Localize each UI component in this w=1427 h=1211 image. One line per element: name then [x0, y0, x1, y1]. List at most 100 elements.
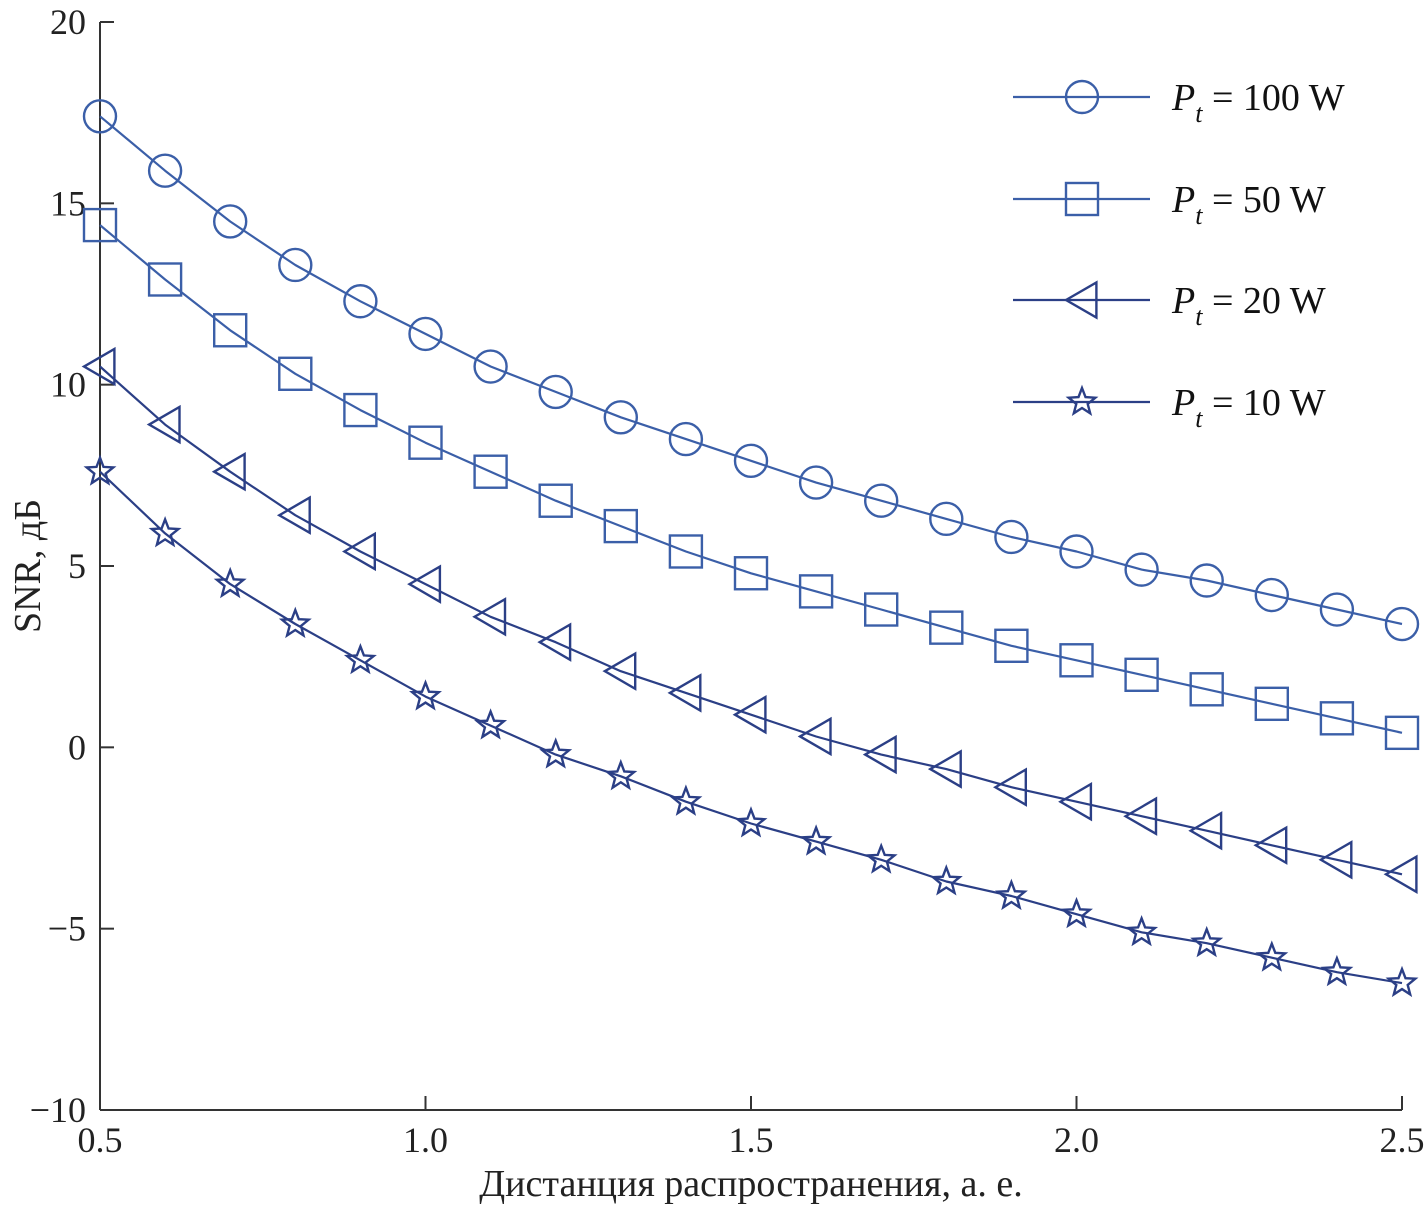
square-marker	[212, 313, 248, 348]
y-tick-label: 20	[50, 2, 86, 42]
legend-label: Pt = 50 W	[1171, 179, 1326, 230]
legend-symbol: P	[1171, 179, 1195, 221]
legend-symbol: P	[1171, 77, 1195, 119]
star-marker	[474, 708, 508, 740]
star-marker	[343, 642, 377, 675]
triangle-left-marker	[407, 564, 442, 604]
y-tick-label: 5	[68, 546, 86, 586]
triangle-left-marker	[927, 749, 962, 789]
y-tick-label: 10	[50, 365, 86, 405]
star-marker	[213, 566, 247, 599]
circle-marker	[668, 421, 704, 457]
star-marker	[1060, 896, 1093, 929]
circle-marker	[408, 316, 443, 352]
circle-marker	[1384, 606, 1420, 642]
star-marker	[539, 737, 573, 769]
triangle-left-marker	[602, 651, 637, 691]
circle-marker	[864, 483, 899, 518]
legend-symbol: P	[1171, 280, 1195, 322]
square-marker	[1064, 181, 1100, 217]
series-4	[83, 454, 1419, 998]
circle-marker	[1059, 534, 1094, 569]
circle-marker	[1254, 577, 1290, 613]
square-marker	[603, 508, 638, 544]
legend-entry-3: Pt = 20 W	[1013, 280, 1326, 331]
square-marker	[278, 356, 313, 391]
axes: −10 −5 0 5 10 15 20 0.5 1.0 1.5 2.0 2.5	[30, 2, 1425, 1160]
legend-entry-4: Pt = 10 W	[1013, 382, 1326, 433]
y-tick-label: 15	[50, 183, 86, 223]
series-2	[82, 207, 1420, 751]
square-marker	[473, 454, 508, 489]
legend-value: = 100 W	[1202, 77, 1344, 119]
legend-subscript: t	[1195, 404, 1203, 433]
circle-marker	[147, 153, 183, 188]
star-marker	[864, 842, 898, 874]
square-marker	[994, 628, 1029, 663]
series-line	[99, 365, 1403, 876]
legend-entry-2: Pt = 50 W	[1013, 179, 1326, 230]
square-marker	[864, 592, 899, 627]
series-line	[99, 470, 1403, 985]
circle-marker	[1319, 592, 1355, 627]
triangle-left-marker	[862, 734, 897, 775]
y-tick-label: −10	[30, 1090, 86, 1130]
star-marker	[994, 878, 1028, 911]
star-marker	[799, 824, 833, 856]
triangle-left-marker	[1253, 825, 1288, 865]
circle-marker	[1124, 552, 1159, 587]
star-marker	[1065, 384, 1099, 416]
circle-marker	[278, 247, 313, 283]
circle-marker	[733, 443, 769, 479]
square-marker	[733, 556, 769, 591]
square-marker	[1059, 643, 1094, 678]
triangle-left-marker	[1188, 811, 1223, 851]
circle-marker	[929, 501, 964, 537]
square-marker	[538, 483, 573, 518]
x-axis-title: Дистанция распространения, а. е.	[479, 1163, 1022, 1205]
star-marker	[1255, 940, 1289, 972]
series-3	[81, 346, 1418, 894]
triangle-left-marker	[1123, 796, 1158, 836]
star-marker	[409, 679, 442, 711]
triangle-left-marker	[1058, 782, 1093, 822]
triangle-left-marker	[1318, 840, 1353, 880]
square-marker	[929, 610, 964, 645]
legend-subscript: t	[1195, 99, 1203, 128]
square-marker	[798, 574, 834, 609]
square-marker	[408, 425, 443, 460]
square-marker	[1384, 715, 1420, 751]
legend-value: = 50 W	[1202, 179, 1325, 221]
triangle-left-marker	[276, 495, 311, 535]
circle-marker	[603, 400, 638, 435]
star-marker	[929, 864, 963, 896]
series-line	[99, 115, 1403, 626]
star-marker	[1125, 914, 1159, 947]
legend: Pt = 100 WPt = 50 WPt = 20 WPt = 10 W	[1013, 77, 1345, 433]
triangle-left-marker	[993, 767, 1028, 807]
circle-marker	[212, 204, 248, 239]
triangle-left-marker	[472, 597, 507, 637]
series-1	[82, 99, 1420, 642]
legend-subscript: t	[1195, 201, 1203, 230]
y-tick-label: −5	[48, 909, 86, 949]
star-marker	[148, 516, 182, 548]
square-marker	[1319, 701, 1355, 736]
square-marker	[1254, 686, 1290, 722]
star-marker	[278, 606, 312, 639]
circle-marker	[994, 519, 1029, 555]
star-marker	[604, 758, 638, 791]
legend-entry-1: Pt = 100 W	[1013, 77, 1345, 128]
star-marker	[669, 784, 703, 816]
legend-value: = 20 W	[1202, 280, 1325, 322]
square-marker	[343, 392, 378, 428]
circle-marker	[538, 374, 573, 410]
x-tick-label: 1.5	[729, 1120, 774, 1160]
circle-marker	[798, 465, 834, 500]
star-marker	[1320, 954, 1354, 987]
legend-label: Pt = 20 W	[1171, 280, 1326, 331]
triangle-left-marker	[1383, 854, 1418, 894]
triangle-left-marker	[146, 404, 181, 445]
circle-marker	[473, 349, 508, 384]
triangle-left-marker	[1063, 280, 1098, 320]
